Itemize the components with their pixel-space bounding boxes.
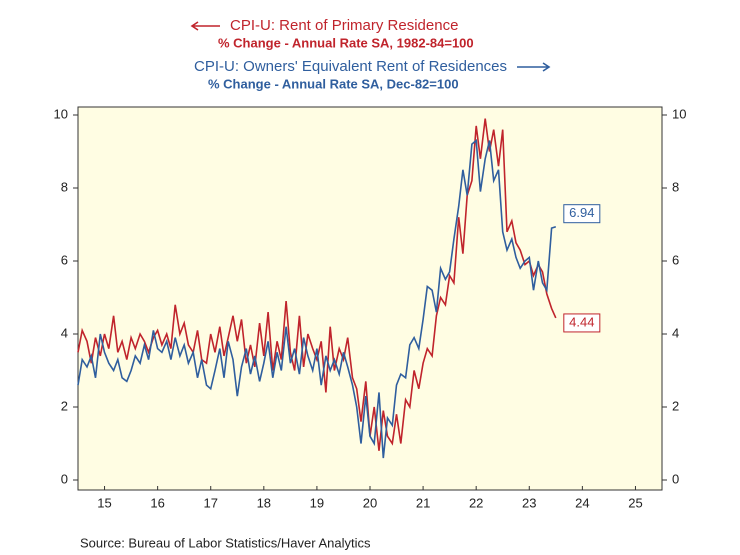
- series-line: [77, 138, 557, 459]
- x-tick-label: 20: [363, 495, 377, 510]
- x-tick-label: 15: [97, 495, 111, 510]
- y-tick-label: 6: [61, 252, 68, 267]
- y-tick-label: 0: [61, 471, 68, 486]
- legend-subtitle: % Change - Annual Rate SA, 1982-84=100: [218, 35, 474, 50]
- x-tick-label: 19: [310, 495, 324, 510]
- source-note: Source: Bureau of Labor Statistics/Haver…: [80, 535, 371, 550]
- y2-tick-label: 8: [672, 179, 679, 194]
- y2-tick-label: 4: [672, 325, 679, 340]
- end-label-box: [563, 313, 601, 333]
- legend-name: CPI-U: Owners' Equivalent Rent of Reside…: [194, 58, 507, 75]
- x-tick-label: 21: [416, 495, 430, 510]
- y2-tick-label: 6: [672, 252, 679, 267]
- x-tick-label: 18: [257, 495, 271, 510]
- x-tick-label: 23: [522, 495, 536, 510]
- legend-subtitle: % Change - Annual Rate SA, Dec-82=100: [208, 76, 459, 91]
- legend-name: CPI-U: Rent of Primary Residence: [230, 17, 458, 34]
- x-tick-label: 25: [628, 495, 642, 510]
- legend-arrow: [190, 21, 220, 31]
- end-label-box: [563, 204, 601, 224]
- x-tick-label: 24: [575, 495, 589, 510]
- x-tick-label: 16: [150, 495, 164, 510]
- y-tick-label: 10: [54, 106, 68, 121]
- legend-arrow: [517, 62, 551, 72]
- y-tick-label: 4: [61, 325, 68, 340]
- y2-tick-label: 0: [672, 471, 679, 486]
- end-label: 4.44: [569, 314, 594, 329]
- series-line: [77, 118, 557, 451]
- x-tick-label: 17: [203, 495, 217, 510]
- end-label: 6.94: [569, 205, 594, 220]
- x-tick-label: 22: [469, 495, 483, 510]
- y2-tick-label: 2: [672, 398, 679, 413]
- y2-tick-label: 10: [672, 106, 686, 121]
- y-tick-label: 2: [61, 398, 68, 413]
- y-tick-label: 8: [61, 179, 68, 194]
